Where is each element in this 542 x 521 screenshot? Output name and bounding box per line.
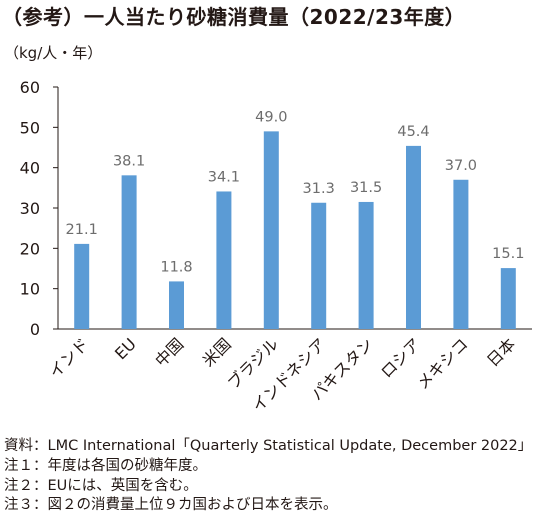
bar-1 — [121, 175, 137, 329]
value-label-8: 37.0 — [445, 158, 477, 174]
chart-title: （参考）一人当たり砂糖消費量（2022/23年度） — [2, 5, 466, 29]
y-tick-label-0: 0 — [30, 320, 40, 339]
notes: 資料：LMC International「Quarterly Statistic… — [4, 437, 532, 516]
bar-6 — [358, 201, 374, 329]
bar-7 — [406, 145, 421, 329]
y-tick-label-40: 40 — [20, 159, 40, 178]
y-axis-unit-label: （kg/人・年） — [4, 44, 103, 62]
value-label-2: 11.8 — [160, 259, 192, 275]
value-label-3: 34.1 — [208, 169, 240, 185]
value-label-5: 31.3 — [303, 181, 335, 197]
category-label-8: メキシコ — [413, 334, 472, 393]
value-label-6: 31.5 — [350, 180, 382, 196]
category-label-0: インド — [45, 334, 92, 381]
category-label-3: 米国 — [199, 334, 235, 370]
bar-4 — [263, 131, 279, 329]
bar-chart: 0 10 20 30 40 50 60 21.1 インド 38.1 EU 11.8 中国 34.1 米国 49… — [20, 78, 532, 416]
bar-5 — [311, 202, 327, 329]
y-tick-label-20: 20 — [20, 239, 40, 258]
y-tick-label-10: 10 — [20, 280, 40, 299]
category-label-9: 日本 — [483, 334, 519, 370]
category-label-1: EU — [111, 334, 140, 363]
category-label-2: 中国 — [151, 334, 187, 370]
bar-3 — [216, 191, 232, 329]
source-note: 資料：LMC International「Quarterly Statistic… — [4, 438, 533, 454]
value-label-9: 15.1 — [492, 246, 524, 262]
bar-2 — [169, 281, 184, 329]
value-label-1: 38.1 — [113, 153, 145, 169]
note-1: 注１：年度は各国の砂糖年度。 — [4, 457, 207, 474]
y-tick-label-60: 60 — [20, 78, 40, 97]
value-label-4: 49.0 — [255, 109, 287, 125]
note-3: 注３：図２の消費量上位９カ国および日本を表示。 — [4, 497, 338, 514]
value-label-7: 45.4 — [397, 124, 429, 140]
y-tick-label-30: 30 — [20, 199, 40, 218]
bar-8 — [453, 179, 469, 329]
value-label-0: 21.1 — [66, 222, 98, 238]
bar-0 — [74, 243, 90, 329]
note-2: 注２：EUには、英国を含む。 — [4, 477, 198, 494]
bar-9 — [500, 268, 516, 329]
y-tick-label-50: 50 — [20, 118, 40, 137]
